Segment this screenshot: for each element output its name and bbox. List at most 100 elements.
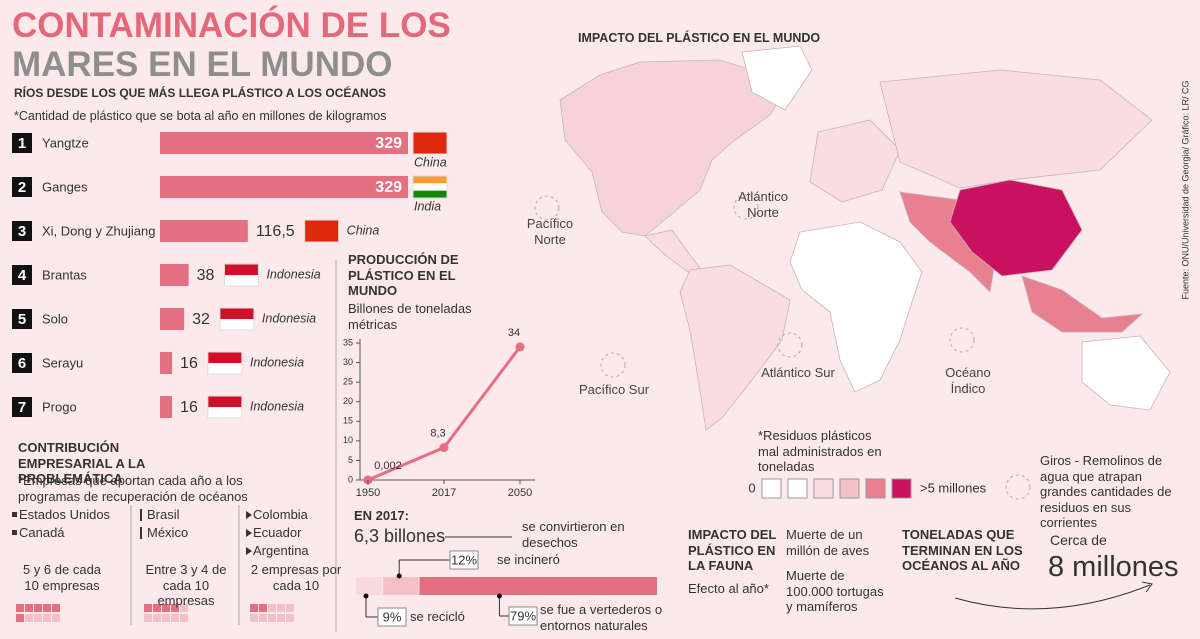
label-box [449,550,479,570]
pictogram-square [52,604,60,612]
y-tick-label: 10 [343,435,353,445]
flag-stripe [207,352,242,363]
rank: 5 [18,311,26,328]
pictogram-square [180,604,188,612]
gyre [600,352,626,378]
north-america [559,59,791,237]
rank-box [12,353,32,373]
rank: 3 [18,223,26,240]
value-label: 329 [375,135,402,152]
title-line1: CONTAMINACIÓN DE LOS [12,6,451,45]
legend-swatch [787,478,808,499]
pictogram-square [268,604,276,612]
gyres-note: Giros - Remolinos de agua que atrapan gr… [1040,453,1172,531]
pictogram-square [171,604,179,612]
point [363,475,373,485]
production-subtitle: Billones de toneladas métricas [348,301,472,332]
gyre [777,332,803,358]
country-item: Ecuador [253,525,302,540]
series-name: se incineró [497,552,560,567]
source: Fuente: ONU/Universidad de Georgia/ Gráf… [1180,80,1190,299]
bullet [12,512,17,517]
flag-stripe [224,275,259,286]
flag-stripe [413,132,447,154]
pictogram-square [153,614,161,622]
north-asia [879,69,1153,189]
production-title: PRODUCCIÓN DE PLÁSTICO EN EL MUNDO [348,252,459,299]
value-label: 116,5 [256,223,295,240]
gyres [534,194,1031,500]
ocean-label: Atlántico Sur [761,365,835,380]
tonnage-prefix: Cerca de [1050,532,1107,548]
flag-stripe [219,319,254,330]
country-item: Colombia [253,507,308,522]
legend-swatch [761,478,782,499]
river-name: Brantas [42,267,87,282]
pictogram-square [25,614,33,622]
flag-border [412,131,448,155]
pictogram-square [25,604,33,612]
contribution-title: CONTRIBUCIÓN EMPRESARIAL A LA PROBLEMÁTI… [18,440,145,487]
pictogram-square [43,614,51,622]
rank: 2 [18,179,26,196]
china [949,179,1083,277]
tonnage-title: TONELADAS QUE TERMINAN EN LOS OCÉANOS AL… [902,527,1023,574]
flag-stripe [413,190,447,198]
country: China [347,223,380,237]
country: India [414,199,441,213]
bullet [246,547,252,555]
y-tick-label: 0 [348,474,353,484]
flag-border [219,307,255,331]
country-item: Canadá [19,525,65,540]
country: Indonesia [250,399,304,413]
gyre [534,195,560,221]
bar [160,352,173,374]
pictogram-square [268,614,276,622]
waste-total: 6,3 billones [354,526,446,546]
leader-dot [396,573,402,579]
fauna-item: Muerte de un millón de aves [786,527,870,558]
pictogram-square [250,614,258,622]
share-text: 5 y 6 de cada 10 empresas [22,562,102,593]
flag-stripe [207,363,242,374]
bar-segment [356,577,383,595]
bar-segment [383,577,419,595]
pictogram-square [144,604,152,612]
rank-box [12,397,32,417]
world-map [559,45,1171,431]
flag-stripe [219,308,254,319]
pictogram-square [277,604,285,612]
flag-border [412,175,448,199]
pictogram-square [16,604,24,612]
pictogram-square [162,604,170,612]
arrow-head [1141,581,1153,593]
y-tick-label: 15 [343,416,353,426]
bar [160,220,248,242]
y-tick-label: 30 [343,357,353,367]
bar-segment [419,577,657,595]
river-name: Ganges [42,179,88,194]
country-item: México [147,525,189,540]
rivers-title: RÍOS DESDE LOS QUE MÁS LLEGA PLÁSTICO A … [14,86,387,100]
series-name: se fue a vertederos o entornos naturales [540,602,663,633]
ocean-label: Océano Índico [945,365,991,396]
y-tick-label: 25 [343,377,353,387]
waste-title: EN 2017: [354,508,409,523]
country: Indonesia [250,355,304,369]
label-box [508,606,538,626]
country-item: Estados Unidos [19,507,111,522]
value-label: 16 [180,399,198,416]
flag-stripe [207,407,242,418]
y-tick-label: 5 [348,455,353,465]
rank: 4 [18,267,27,284]
flag-border [207,395,243,419]
flag-border [223,263,259,287]
pictogram-square [286,604,294,612]
rank: 6 [18,355,26,372]
country: Indonesia [262,311,316,325]
central-america [644,229,701,273]
value-label: 34 [508,327,520,339]
arrow [954,584,1151,610]
pictogram-square [52,614,60,622]
